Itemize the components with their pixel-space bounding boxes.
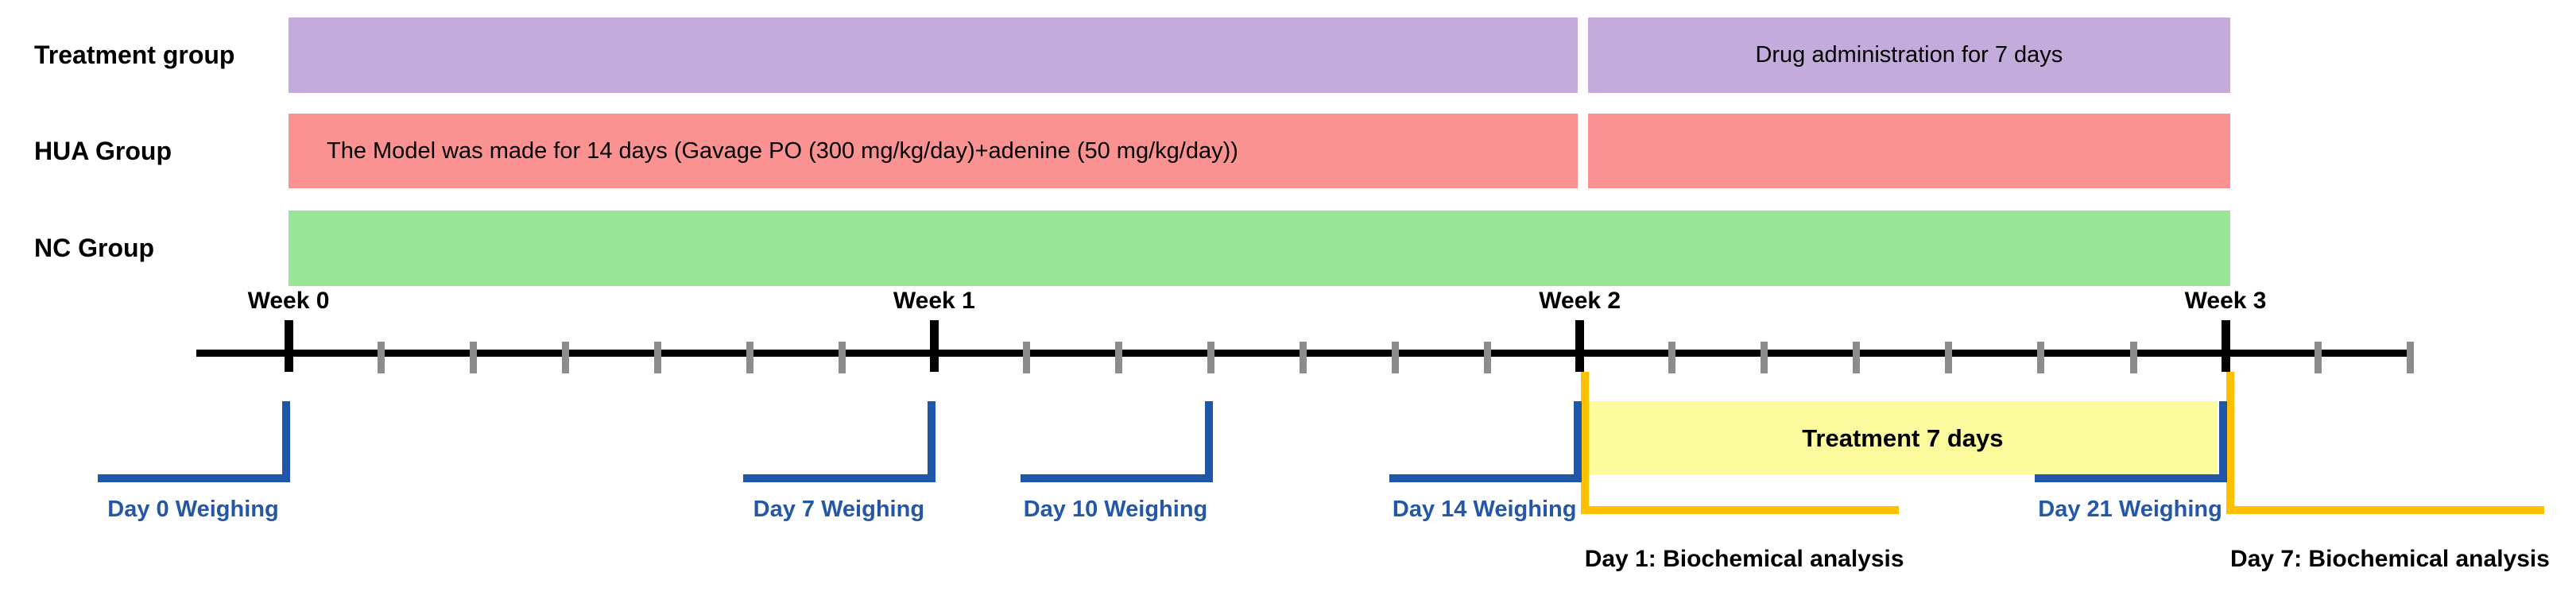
biochem-label: Day 7: Biochemical analysis [2230,546,2550,572]
day-tick [1300,342,1307,373]
biochem-connector-horizontal [2226,506,2545,514]
biochem-connector-vertical [1580,372,1589,514]
week-label: Week 1 [893,288,975,314]
biochem-label: Day 1: Biochemical analysis [1584,546,1904,572]
group-bar-text: The Model was made for 14 days (Gavage P… [327,137,1238,164]
group-bar-segment: Drug administration for 7 days [1587,17,2231,93]
weighing-bracket-horizontal [2035,474,2228,482]
weighing-bracket-vertical [1573,401,1582,482]
treatment-box [1587,401,2218,475]
weighing-label: Day 0 Weighing [107,497,279,522]
day-tick [1945,342,1953,373]
group-row-label: Treatment group [34,41,235,69]
day-tick [1022,342,1030,373]
day-tick [653,342,661,373]
week-label: Week 2 [1539,288,1621,314]
biochem-connector-horizontal [1580,506,1899,514]
group-bar-text: Drug administration for 7 days [1755,42,2063,68]
treatment-box-label: Treatment 7 days [1802,424,2004,452]
day-tick [1392,342,1400,373]
week-label: Week 0 [247,288,330,314]
group-bar-segment [1587,114,2231,188]
weighing-bracket-vertical [1204,401,1213,482]
day-tick [2037,342,2045,373]
week-tick [2221,320,2230,372]
group-row-label: HUA Group [34,136,172,165]
weighing-label: Day 14 Weighing [1392,497,1577,522]
day-tick [1114,342,1122,373]
day-tick [2314,342,2322,373]
week-tick [284,320,293,372]
group-bar-segment [289,211,2231,286]
weighing-bracket-horizontal [1389,474,1582,482]
weighing-bracket-horizontal [1020,474,1213,482]
weighing-label: Day 7 Weighing [753,497,925,522]
day-tick [2406,342,2414,373]
week-tick [1575,320,1585,372]
day-tick [1761,342,1768,373]
day-tick [2129,342,2137,373]
day-tick [1668,342,1676,373]
day-tick [746,342,753,373]
weighing-bracket-horizontal [743,474,936,482]
group-bar-segment [289,17,1578,93]
week-tick [929,320,939,372]
weighing-bracket-vertical [2219,401,2228,482]
day-tick [469,342,477,373]
week-label: Week 3 [2184,288,2267,314]
weighing-bracket-vertical [282,401,290,482]
weighing-bracket-horizontal [98,474,290,482]
group-row-label: NC Group [34,234,155,262]
day-tick [838,342,846,373]
group-bar-segment: The Model was made for 14 days (Gavage P… [289,114,1578,188]
biochem-connector-vertical [2226,372,2235,514]
day-tick [377,342,385,373]
weighing-label: Day 10 Weighing [1023,497,1208,522]
weighing-label: Day 21 Weighing [2038,497,2222,522]
day-tick [1853,342,1861,373]
day-tick [561,342,569,373]
day-tick [1484,342,1492,373]
day-tick [1207,342,1214,373]
weighing-bracket-vertical [928,401,936,482]
